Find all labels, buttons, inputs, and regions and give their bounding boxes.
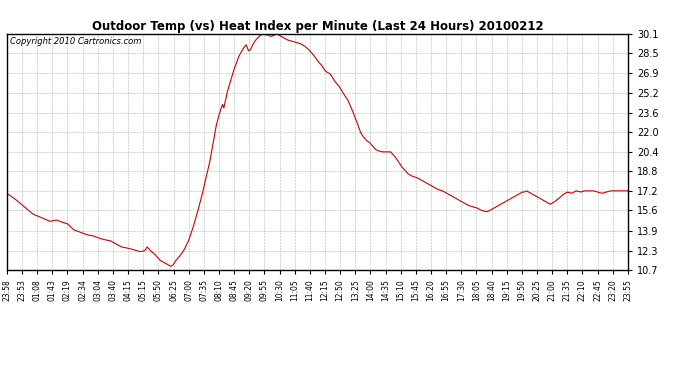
Text: Copyright 2010 Cartronics.com: Copyright 2010 Cartronics.com [10, 37, 141, 46]
Title: Outdoor Temp (vs) Heat Index per Minute (Last 24 Hours) 20100212: Outdoor Temp (vs) Heat Index per Minute … [92, 20, 543, 33]
